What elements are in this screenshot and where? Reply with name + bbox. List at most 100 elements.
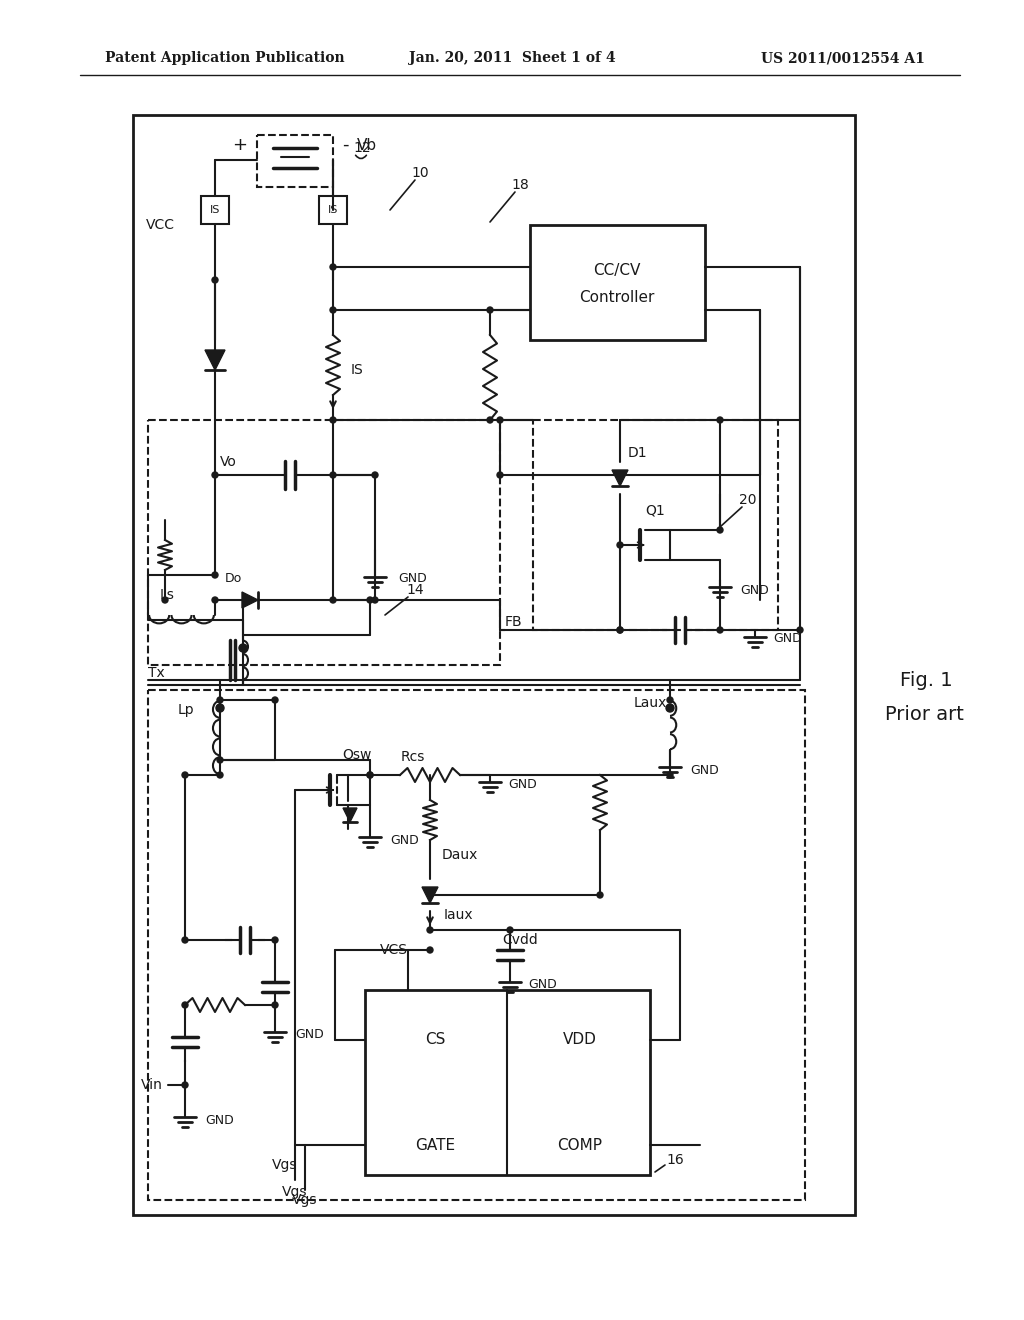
- Text: Vin: Vin: [141, 1078, 163, 1092]
- Circle shape: [212, 473, 218, 478]
- Text: Do: Do: [224, 572, 242, 585]
- Circle shape: [667, 772, 673, 777]
- Text: Tx: Tx: [148, 667, 165, 680]
- Circle shape: [367, 772, 373, 777]
- Polygon shape: [205, 350, 225, 370]
- Text: 18: 18: [511, 178, 528, 191]
- Circle shape: [372, 597, 378, 603]
- Bar: [148, 690, 805, 1200]
- Text: CS: CS: [425, 1032, 445, 1048]
- Bar: [319, 195, 347, 224]
- Text: Vgs: Vgs: [272, 1158, 298, 1172]
- Text: GND: GND: [390, 833, 419, 846]
- Text: GND: GND: [528, 978, 557, 991]
- Circle shape: [667, 697, 673, 704]
- Circle shape: [367, 772, 373, 777]
- Text: GATE: GATE: [415, 1138, 455, 1152]
- Circle shape: [617, 627, 623, 634]
- Circle shape: [182, 937, 188, 942]
- Circle shape: [212, 597, 218, 603]
- Circle shape: [717, 527, 723, 533]
- Text: IS: IS: [328, 205, 338, 215]
- Text: +: +: [232, 136, 248, 154]
- Circle shape: [212, 277, 218, 282]
- Circle shape: [217, 756, 223, 763]
- Text: Fig. 1: Fig. 1: [900, 671, 952, 689]
- Text: VCC: VCC: [146, 218, 175, 232]
- Polygon shape: [422, 887, 438, 903]
- Text: Vgs: Vgs: [292, 1193, 317, 1206]
- Text: Cvdd: Cvdd: [502, 933, 538, 946]
- Text: Iaux: Iaux: [443, 908, 473, 921]
- Circle shape: [330, 473, 336, 478]
- Circle shape: [617, 543, 623, 548]
- Text: Vb: Vb: [357, 137, 377, 153]
- Circle shape: [330, 264, 336, 271]
- Circle shape: [372, 473, 378, 478]
- Bar: [257, 135, 333, 187]
- Circle shape: [330, 308, 336, 313]
- Circle shape: [487, 417, 493, 422]
- Circle shape: [272, 697, 278, 704]
- Circle shape: [272, 937, 278, 942]
- Circle shape: [427, 927, 433, 933]
- Text: CC/CV: CC/CV: [593, 263, 641, 277]
- Text: -: -: [342, 136, 348, 154]
- Text: Qsw: Qsw: [342, 748, 372, 762]
- Text: 14: 14: [407, 583, 424, 597]
- Circle shape: [507, 927, 513, 933]
- Circle shape: [216, 704, 224, 711]
- Text: Laux: Laux: [633, 696, 667, 710]
- Text: IS: IS: [210, 205, 220, 215]
- Text: Jan. 20, 2011  Sheet 1 of 4: Jan. 20, 2011 Sheet 1 of 4: [409, 51, 615, 65]
- Text: Controller: Controller: [580, 289, 654, 305]
- Circle shape: [617, 627, 623, 634]
- Circle shape: [272, 1002, 278, 1008]
- Text: Vgs: Vgs: [283, 1185, 308, 1199]
- Circle shape: [717, 417, 723, 422]
- Text: Ls: Ls: [160, 587, 174, 602]
- Bar: [133, 115, 855, 1214]
- Polygon shape: [343, 808, 357, 822]
- Text: 12: 12: [353, 141, 371, 154]
- Polygon shape: [612, 470, 628, 486]
- Circle shape: [497, 473, 503, 478]
- Circle shape: [182, 1082, 188, 1088]
- Text: Vo: Vo: [219, 455, 237, 469]
- Polygon shape: [242, 591, 258, 609]
- Text: GND: GND: [508, 779, 537, 792]
- Text: COMP: COMP: [557, 1138, 602, 1152]
- Text: GND: GND: [740, 583, 769, 597]
- Bar: [201, 195, 229, 224]
- Text: GND: GND: [295, 1028, 324, 1041]
- Circle shape: [217, 772, 223, 777]
- Circle shape: [666, 704, 674, 711]
- Text: 20: 20: [739, 492, 757, 507]
- Text: Q1: Q1: [645, 503, 665, 517]
- Text: Patent Application Publication: Patent Application Publication: [105, 51, 345, 65]
- Circle shape: [212, 572, 218, 578]
- Circle shape: [217, 697, 223, 704]
- Circle shape: [797, 627, 803, 634]
- Text: Prior art: Prior art: [885, 705, 964, 725]
- Text: Daux: Daux: [441, 847, 478, 862]
- Text: US 2011/0012554 A1: US 2011/0012554 A1: [761, 51, 925, 65]
- Text: VDD: VDD: [563, 1032, 597, 1048]
- Text: Rcs: Rcs: [400, 750, 425, 764]
- Circle shape: [162, 597, 168, 603]
- Circle shape: [182, 772, 188, 777]
- Text: GND: GND: [690, 763, 719, 776]
- Text: GND: GND: [773, 631, 802, 644]
- Circle shape: [182, 1002, 188, 1008]
- Text: GND: GND: [205, 1114, 233, 1126]
- Text: Lp: Lp: [177, 704, 194, 717]
- Circle shape: [330, 417, 336, 422]
- Text: VCS: VCS: [380, 942, 408, 957]
- Text: IS: IS: [351, 363, 364, 378]
- Circle shape: [427, 946, 433, 953]
- Bar: [365, 990, 650, 1175]
- Bar: [530, 224, 705, 341]
- Circle shape: [487, 308, 493, 313]
- Circle shape: [597, 892, 603, 898]
- Text: FB: FB: [505, 615, 522, 630]
